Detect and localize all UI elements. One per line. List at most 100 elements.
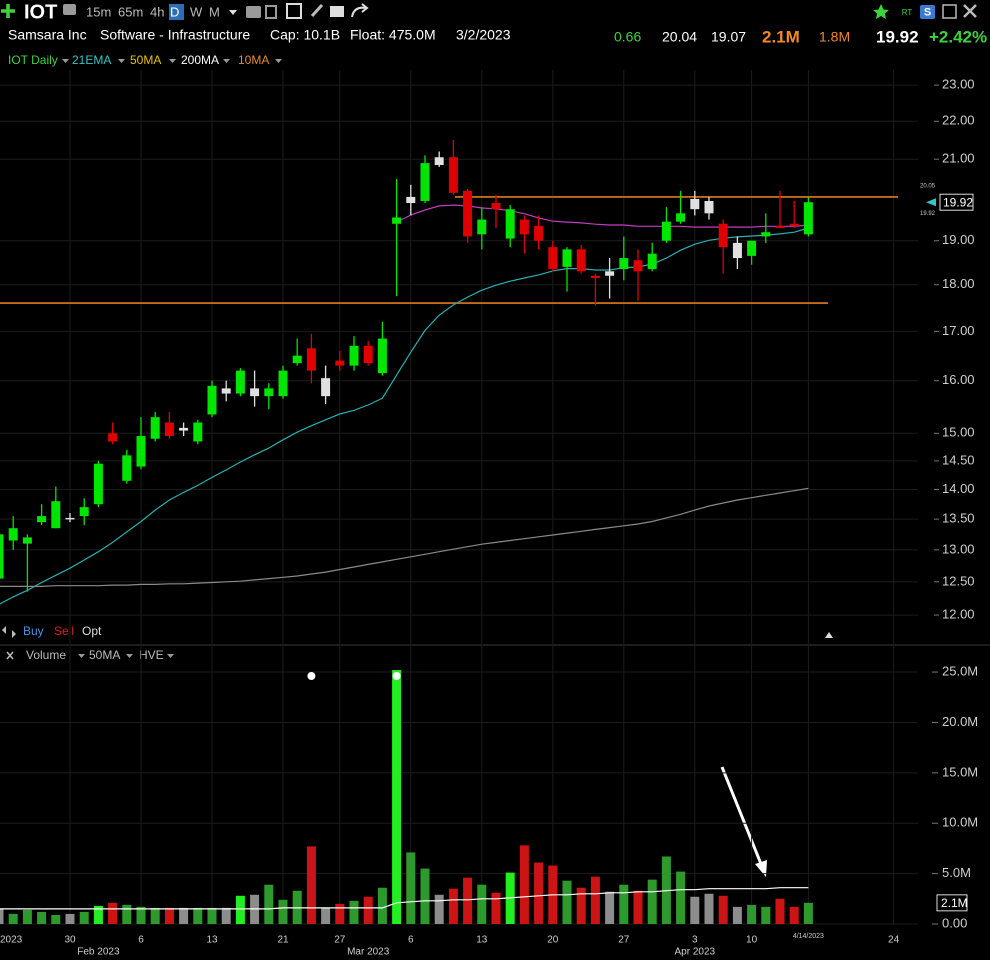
volume-bar <box>491 892 501 924</box>
symbol: IOT <box>24 1 57 23</box>
candle-body <box>221 388 231 394</box>
layout: S <box>0 3 990 877</box>
tool-icon[interactable] <box>286 3 302 19</box>
y-tick-label: 23.00 <box>942 77 975 92</box>
avg-volume: 1.8M <box>819 29 850 45</box>
candle-body <box>392 217 402 224</box>
y-tick-label: 13.00 <box>942 541 975 556</box>
volume-bar <box>803 902 813 924</box>
close-icon[interactable] <box>963 4 977 18</box>
candle-body <box>377 338 387 374</box>
volume-bar <box>150 907 160 924</box>
candle-body <box>548 247 558 270</box>
legend-entry[interactable]: 50MA <box>130 53 161 67</box>
volume-bar <box>51 914 61 924</box>
candle-body <box>164 422 174 437</box>
candle-body <box>576 249 586 272</box>
volume-bar <box>463 877 473 924</box>
candle-body <box>434 157 444 166</box>
legend-entry[interactable]: Volume <box>26 648 66 662</box>
volume-bar <box>420 868 430 924</box>
legend-entry[interactable]: HVE <box>139 648 164 662</box>
dropdown-icon[interactable] <box>169 59 176 63</box>
last-price: 19.92 <box>876 27 919 46</box>
dropdown-icon[interactable] <box>223 59 230 63</box>
hve-marker <box>392 672 401 680</box>
candle-body <box>420 163 430 201</box>
candle-body <box>122 455 132 481</box>
volume-bar <box>321 907 331 924</box>
candle-body <box>150 417 160 439</box>
x-tick-label: 27 <box>618 935 630 946</box>
dropdown-icon[interactable] <box>126 654 133 658</box>
timeframe[interactable]: 4h <box>150 4 164 19</box>
volume-bar <box>519 845 529 924</box>
volume-bar <box>235 895 245 924</box>
volume-bar <box>278 899 288 924</box>
y-tick-label: 20.0M <box>942 714 978 729</box>
timeframe[interactable]: 65m <box>118 4 143 19</box>
percent-change: +2.42% <box>929 27 987 46</box>
dropdown-icon[interactable] <box>275 59 282 63</box>
x-tick-label: 6 <box>138 935 144 946</box>
tool-icon[interactable] <box>265 5 277 19</box>
legend-entry[interactable]: 21EMA <box>72 53 111 67</box>
tool-icon[interactable] <box>330 6 344 17</box>
x-tick-label: 10 <box>746 935 758 946</box>
share-icon[interactable] <box>351 3 369 18</box>
s-icon[interactable] <box>920 5 935 19</box>
candle-body <box>491 203 501 210</box>
collapse-icon[interactable] <box>825 632 833 638</box>
x-tick-label: 13 <box>476 935 488 946</box>
timeframe[interactable]: M <box>209 4 220 19</box>
y-tick-label: 19.00 <box>942 232 975 247</box>
candle-body <box>37 516 47 523</box>
volume-bar <box>264 884 274 924</box>
dropdown-icon[interactable] <box>167 654 174 658</box>
volume-bar <box>0 908 4 924</box>
timeframe[interactable]: D <box>170 4 179 19</box>
candle-body <box>264 388 274 397</box>
trade-toggle[interactable] <box>2 626 16 638</box>
dropdown-icon[interactable] <box>118 59 125 63</box>
candle-body <box>179 427 189 431</box>
candle-body <box>647 253 657 270</box>
legend-entry[interactable]: IOT Daily <box>8 53 58 67</box>
last-volume-label: 2.1M <box>941 896 968 910</box>
candle-body <box>79 507 89 517</box>
y-tick-label: 0.00 <box>942 915 967 930</box>
draw-icon[interactable] <box>310 3 324 18</box>
volume-bar <box>434 894 444 924</box>
y-tick-label: 12.00 <box>942 607 975 622</box>
volume-bar <box>761 906 771 924</box>
y-tick-label: 10.0M <box>942 815 978 830</box>
star-icon[interactable] <box>873 4 889 19</box>
y-tick-label: 21.00 <box>942 151 975 166</box>
add-icon[interactable] <box>1 4 15 18</box>
timeframe[interactable]: W <box>190 4 203 19</box>
resize-icon[interactable] <box>942 4 957 19</box>
y-tick-label: 22.00 <box>942 113 975 128</box>
legend-entry[interactable]: 50MA <box>89 648 120 662</box>
dropdown-icon[interactable] <box>62 59 69 63</box>
volume-bar <box>22 909 32 924</box>
volume-bar <box>108 902 118 924</box>
dropdown-icon[interactable] <box>78 654 85 658</box>
moving-average-line <box>0 487 809 587</box>
candle-body <box>534 225 544 241</box>
trade-button[interactable]: Sell <box>54 624 74 638</box>
legend-entry[interactable]: 200MA <box>181 53 219 67</box>
candle-body <box>8 528 18 541</box>
tool-icon[interactable] <box>246 6 261 18</box>
candle-body <box>93 463 103 505</box>
volume-bar <box>690 896 700 924</box>
timeframe-dropdown[interactable] <box>229 10 237 15</box>
trade-button[interactable]: Buy <box>23 624 44 638</box>
close-volume-icon[interactable] <box>6 651 14 660</box>
legend-entry[interactable]: 10MA <box>238 53 269 67</box>
volume-bar <box>605 891 615 924</box>
x-tick-label: 20 <box>547 935 559 946</box>
settings-icon[interactable] <box>63 4 76 15</box>
trade-button[interactable]: Opt <box>82 624 102 638</box>
timeframe[interactable]: 15m <box>86 4 111 19</box>
